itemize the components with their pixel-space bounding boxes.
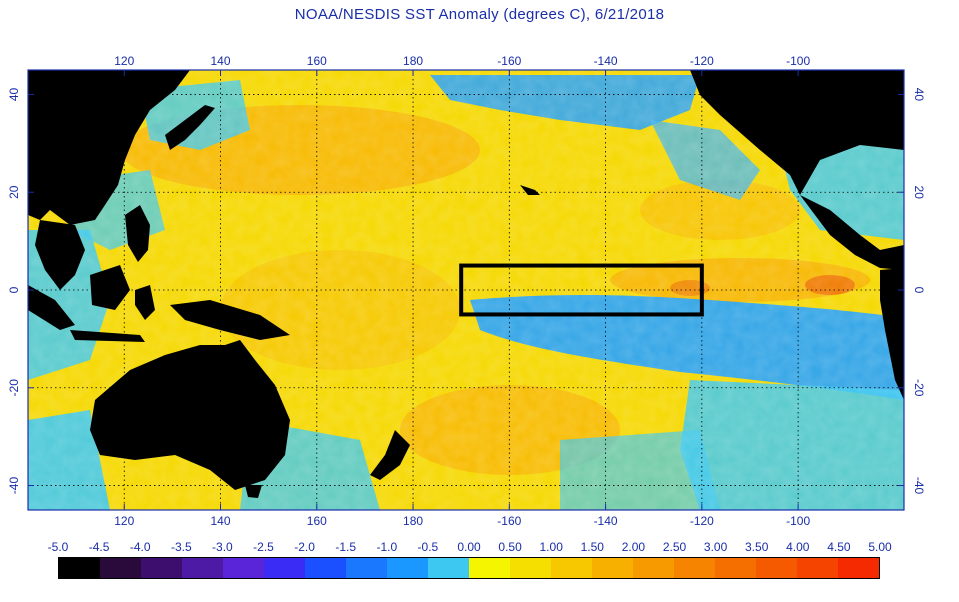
colorbar-label: 0.00 [457, 540, 481, 554]
colorbar-label: -3.5 [170, 540, 192, 554]
lon-label-top: -160 [497, 54, 521, 68]
lat-label-left: 40 [7, 87, 21, 101]
colorbar-swatch [346, 558, 387, 578]
colorbar-label: 1.00 [539, 540, 563, 554]
colorbar-label: 3.00 [703, 540, 728, 554]
lat-label-right: -40 [912, 477, 926, 495]
colorbar-label: 2.00 [621, 540, 646, 554]
sst-anomaly-map: 120 120 140 140 160 160 180 180 -160 -160 -140 -140… [7, 54, 926, 528]
land-north-america [690, 70, 904, 195]
colorbar-swatch [100, 558, 141, 578]
lon-label-bottom: 160 [307, 514, 327, 528]
lon-label-bottom: 140 [211, 514, 231, 528]
lat-label-left: 0 [7, 286, 21, 293]
lon-label-top: 160 [307, 54, 327, 68]
land-asia [28, 70, 190, 225]
lon-label-bottom: -140 [594, 514, 618, 528]
colorbar-label: -0.5 [417, 540, 439, 554]
colorbar-swatch [715, 558, 756, 578]
colorbar-swatch [756, 558, 797, 578]
colorbar-label: -2.5 [253, 540, 274, 554]
lon-label-bottom: -100 [786, 514, 810, 528]
colorbar-swatch [469, 558, 510, 578]
colorbar-swatch [182, 558, 223, 578]
lon-label-top: -120 [690, 54, 714, 68]
axis-tick-labels: 120 120 140 140 160 160 180 180 -160 -160 -140 -140… [7, 54, 926, 528]
colorbar-swatch [59, 558, 100, 578]
colorbar-label: -4.0 [129, 540, 151, 554]
colorbar-label: 5.00 [868, 540, 892, 554]
land-japan [165, 105, 215, 150]
lat-label-right: 20 [912, 186, 926, 200]
lon-label-bottom: -120 [690, 514, 714, 528]
lat-label-left: 20 [7, 185, 21, 199]
land-philippines [125, 205, 150, 262]
colorbar-swatch [838, 558, 879, 578]
lat-label-right: -20 [912, 379, 926, 397]
land-sulawesi [135, 285, 155, 320]
colorbar-label: -4.5 [88, 540, 110, 554]
colorbar-label: -3.0 [212, 540, 233, 554]
colorbar-label: -2.0 [294, 540, 315, 554]
land-sumatra [28, 285, 75, 330]
colorbar-label: 0.50 [498, 540, 522, 554]
colorbar-swatch [797, 558, 838, 578]
land-java [70, 330, 145, 342]
colorbar-swatch [141, 558, 182, 578]
land-indochina [35, 220, 85, 290]
land-hawaii [520, 185, 540, 195]
lat-label-right: 0 [912, 287, 926, 294]
axis-tick-marks [28, 70, 904, 510]
colorbar-swatch [428, 558, 469, 578]
colorbar-label: -1.0 [376, 540, 398, 554]
lat-label-left: -20 [7, 379, 21, 397]
lat-label-left: -40 [7, 477, 21, 495]
land-central-america [800, 195, 904, 270]
land-new-guinea [170, 300, 290, 340]
land-masses [28, 70, 904, 498]
colorbar-swatch [592, 558, 633, 578]
colorbar-label: 1.50 [580, 540, 604, 554]
lon-label-top: -100 [786, 54, 810, 68]
colorbar-swatch [674, 558, 715, 578]
lon-label-top: 140 [211, 54, 231, 68]
colorbar-swatch [387, 558, 428, 578]
lon-label-top: 120 [114, 54, 134, 68]
colorbar-swatch [510, 558, 551, 578]
colorbar-swatch [551, 558, 592, 578]
lon-label-top: 180 [403, 54, 423, 68]
lon-label-top: -140 [594, 54, 618, 68]
colorbar-label: 3.50 [745, 540, 769, 554]
colorbar-label: 4.00 [786, 540, 810, 554]
map-title: NOAA/NESDIS SST Anomaly (degrees C), 6/2… [294, 6, 665, 23]
colorbar-swatch [305, 558, 346, 578]
colorbar-label: 2.50 [662, 540, 687, 554]
land-tasmania [245, 485, 262, 498]
lon-label-bottom: -160 [497, 514, 521, 528]
land-australia [90, 340, 290, 490]
lon-label-bottom: 180 [403, 514, 423, 528]
colorbar-swatch [264, 558, 305, 578]
land-new-zealand [370, 430, 410, 480]
land-borneo [90, 265, 130, 310]
colorbar-label: -5.0 [47, 540, 69, 554]
nino-region-box [459, 263, 704, 317]
colorbar-swatch [633, 558, 674, 578]
colorbar-swatch [223, 558, 264, 578]
lon-label-bottom: 120 [114, 514, 134, 528]
lat-lon-grid [28, 70, 904, 510]
colorbar-label: 4.50 [827, 540, 851, 554]
land-south-america [880, 268, 904, 400]
colorbar [58, 557, 880, 579]
colorbar-labels: -5.0 -4.5 -4.0 -3.5 -3.0 -2.5 -2.0 -1.5 -1.0 -0.5… [0, 540, 959, 556]
lat-label-right: 40 [912, 88, 926, 102]
colorbar-label: -1.5 [335, 540, 357, 554]
